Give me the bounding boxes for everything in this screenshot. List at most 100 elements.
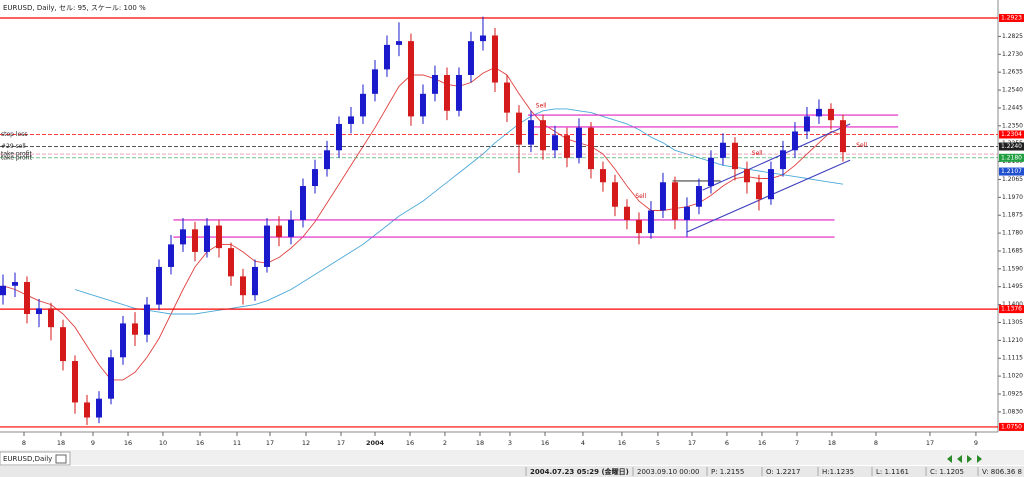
candle-body	[575, 127, 582, 158]
candle-body	[83, 402, 90, 418]
moving-average	[2, 66, 844, 381]
candle-body	[215, 225, 222, 249]
candle-body	[683, 206, 690, 220]
plot-area: Sell Sell Sell Sell	[0, 16, 998, 428]
x-tick-label: 3	[508, 439, 512, 447]
candle-body	[287, 219, 294, 237]
candle-body	[383, 44, 390, 70]
y-tick-label: 1.1970	[1002, 194, 1023, 201]
status-bar	[0, 466, 1024, 477]
chart-tab[interactable]	[0, 451, 71, 466]
candle-body	[347, 116, 354, 124]
candle-body	[539, 120, 546, 151]
candle-body	[155, 266, 162, 305]
scroll-controls	[947, 455, 982, 463]
x-tick-label: 2	[443, 439, 447, 447]
candle-body	[359, 93, 366, 117]
y-tick-label: 1.0830	[1002, 408, 1023, 415]
y-tick-label: 1.2730	[1002, 51, 1023, 58]
candle-body	[59, 327, 66, 362]
candle-body	[815, 108, 822, 117]
candle-body	[563, 135, 570, 158]
candle-body	[695, 186, 702, 207]
price-label: 1.2240	[1001, 143, 1022, 150]
x-tick-label: 17	[266, 439, 274, 447]
price-label: 1.2180	[1001, 154, 1022, 161]
annotation: Sell	[536, 103, 547, 110]
candle-body	[107, 357, 114, 399]
y-tick-label: 1.0925	[1002, 390, 1023, 397]
candle-body	[395, 41, 402, 45]
y-tick-label: 1.2065	[1002, 176, 1023, 183]
candle-body	[731, 142, 738, 170]
x-tick-label: 9	[974, 439, 978, 447]
level-label: stop loss	[1, 131, 27, 138]
candle-body	[527, 120, 534, 145]
candle-body	[839, 120, 846, 153]
candle-body	[203, 225, 210, 252]
candle-body	[47, 308, 54, 328]
candle-body	[335, 123, 342, 151]
scroll-right[interactable]	[977, 455, 982, 463]
annotation: Sell	[635, 193, 646, 200]
candle-body	[791, 131, 798, 151]
x-tick-label: 6	[725, 439, 729, 447]
candle-body	[431, 75, 438, 94]
y-tick-label: 1.1590	[1002, 265, 1023, 272]
level-label: #29 sell	[1, 143, 26, 150]
y-tick-label: 1.1780	[1002, 230, 1023, 237]
candle-body	[467, 41, 474, 76]
price-label: 1.1376	[1001, 306, 1022, 313]
tab-bar	[0, 450, 1024, 465]
candle-body	[599, 169, 606, 183]
scroll-prev[interactable]	[957, 455, 962, 463]
candle-body	[35, 308, 42, 315]
candle-body	[167, 244, 174, 267]
candle-body	[827, 108, 834, 121]
candle-body	[275, 225, 282, 237]
candle-body	[479, 35, 486, 42]
price-label-box	[999, 13, 1024, 22]
candle-body	[803, 116, 810, 132]
y-tick-label: 1.1020	[1002, 373, 1023, 380]
x-tick-label: 2004	[366, 439, 385, 447]
y-tick-label: 1.1875	[1002, 212, 1023, 219]
candle-body	[611, 182, 618, 207]
x-tick-label: 16	[196, 439, 204, 447]
candle-body	[191, 229, 198, 252]
status-item: 2004.07.23 05:29 (金曜日)	[530, 467, 629, 476]
y-tick-label: 1.1115	[1002, 355, 1023, 362]
candle-body	[71, 361, 78, 403]
y-tick-label: 1.2350	[1002, 122, 1023, 129]
candle-body	[0, 285, 6, 296]
x-tick-label: 12	[302, 439, 310, 447]
y-tick-label: 1.1495	[1002, 283, 1023, 290]
candle-body	[647, 210, 654, 234]
scroll-next[interactable]	[967, 455, 972, 463]
candle-body	[299, 186, 306, 220]
x-tick-label: 16	[758, 439, 766, 447]
candle-body	[635, 219, 642, 234]
candle-body	[23, 282, 30, 315]
candle-body	[659, 182, 666, 211]
candle-body	[323, 150, 330, 170]
candle-body	[515, 112, 522, 145]
price-label-box	[999, 167, 1024, 176]
scroll-left[interactable]	[947, 455, 952, 463]
status-item: P: 1.2155	[711, 468, 744, 476]
x-tick-label: 17	[926, 439, 934, 447]
x-tick-label: 18	[476, 439, 484, 447]
level-label: take profit	[1, 151, 32, 158]
annotation: Sell	[856, 142, 867, 149]
y-tick-label: 1.1210	[1002, 337, 1023, 344]
x-tick-label: 10	[159, 439, 167, 447]
candle-body	[587, 127, 594, 170]
status-item: L: 1.1161	[876, 468, 909, 476]
x-tick-label: 18	[828, 439, 836, 447]
candle-body	[551, 135, 558, 151]
drawn-line	[702, 123, 851, 191]
y-tick-label: 1.2825	[1002, 33, 1023, 40]
x-tick-label: 8	[22, 439, 26, 447]
